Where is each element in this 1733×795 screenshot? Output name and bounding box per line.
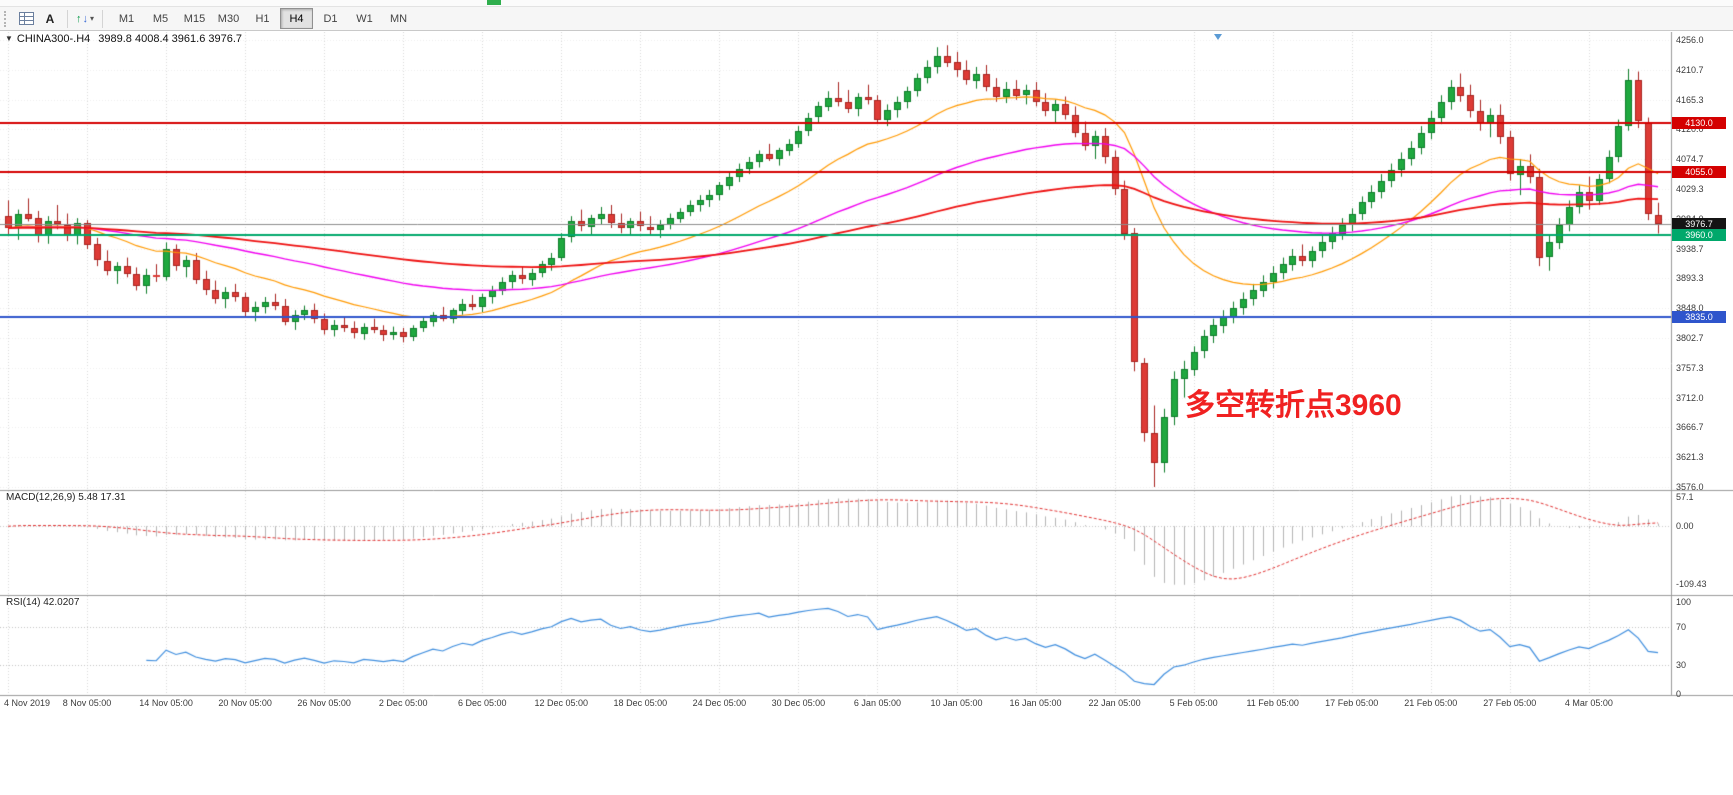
price-tag-3835.0: 3835.0 xyxy=(1672,311,1726,323)
price-axis-label: 3802.7 xyxy=(1676,333,1704,343)
price-axis-label: 4074.7 xyxy=(1676,154,1704,164)
price-axis-label: 3621.3 xyxy=(1676,452,1704,462)
chart-annotation-text[interactable]: 多空转折点3960 xyxy=(1185,389,1402,422)
toolbar-separator xyxy=(102,9,103,28)
text-tool-button[interactable]: A xyxy=(45,11,55,26)
timeframe-button-h1[interactable]: H1 xyxy=(255,12,270,25)
arrow-tools-button[interactable]: ↑ ↓ ▾ xyxy=(73,9,97,29)
timeframe-buttons: M1 M5 M15 M30 H1 H4 D1 W1 MN xyxy=(110,8,415,29)
time-axis-label: 26 Nov 05:00 xyxy=(297,698,351,708)
price-axis-label: 4165.3 xyxy=(1676,95,1704,105)
symbol-marker-icon[interactable]: ▼ xyxy=(5,34,13,43)
rsi-axis-label: 70 xyxy=(1676,622,1687,632)
rsi-header: RSI(14) 42.0207 xyxy=(6,597,80,608)
timeframe-button-m15[interactable]: M15 xyxy=(183,12,206,25)
price-axis-label: 3576.0 xyxy=(1676,482,1704,492)
time-axis-label: 11 Feb 05:00 xyxy=(1246,698,1299,708)
toolbar: A ↑ ↓ ▾ M1 M5 M15 M30 H1 H4 D1 W1 MN xyxy=(0,7,1733,31)
time-axis-label: 10 Jan 05:00 xyxy=(930,698,983,708)
time-axis[interactable]: 4 Nov 2019 8 Nov 05:00 14 Nov 05:00 20 Nov … xyxy=(0,698,1671,712)
time-axis-label: 16 Jan 05:00 xyxy=(1009,698,1062,708)
time-axis-label: 4 Nov 2019 xyxy=(4,698,51,708)
rsi-axis-label: 30 xyxy=(1676,660,1687,670)
price-axis-label: 3757.3 xyxy=(1676,363,1704,373)
time-axis-label: 18 Dec 05:00 xyxy=(613,698,668,708)
price-axis-label: 3938.7 xyxy=(1676,244,1704,254)
macd-axis-label: 57.1 xyxy=(1676,492,1694,502)
toolbar-separator xyxy=(67,9,68,28)
price-tag-3960.0: 3960.0 xyxy=(1672,229,1726,241)
macd-header: MACD(12,26,9) 5.48 17.31 xyxy=(6,492,126,503)
arrow-down-icon: ↓ xyxy=(82,12,88,25)
time-axis-label: 14 Nov 05:00 xyxy=(139,698,193,708)
time-axis-label: 17 Feb 05:00 xyxy=(1325,698,1379,708)
macd-axis-label: -109.43 xyxy=(1676,579,1707,589)
price-axis-label: 3893.3 xyxy=(1676,273,1704,283)
time-axis-label: 27 Feb 05:00 xyxy=(1483,698,1537,708)
chart-header: ▼ CHINA300-.H4 3989.8 4008.4 3961.6 3976.7 xyxy=(5,33,242,45)
timeframe-button-m5[interactable]: M5 xyxy=(152,12,169,25)
top-toolbar-sliver xyxy=(0,0,1733,7)
time-axis-label: 4 Mar 05:00 xyxy=(1564,698,1613,708)
price-axis-label: 4029.3 xyxy=(1676,184,1704,194)
timeframe-button-w1[interactable]: W1 xyxy=(356,12,373,25)
chart-window: ▼ CHINA300-.H4 3989.8 4008.4 3961.6 3976.7… xyxy=(0,32,1733,795)
time-axis-label: 6 Jan 05:00 xyxy=(853,698,901,708)
rsi-axis-label: 100 xyxy=(1676,597,1692,607)
price-tag-3976.7: 3976.7 xyxy=(1672,218,1726,230)
price-axis-label: 3666.7 xyxy=(1676,422,1704,432)
time-axis-label: 22 Jan 05:00 xyxy=(1088,698,1141,708)
price-axis-label: 3712.0 xyxy=(1676,393,1704,403)
toolbar-drag-handle[interactable] xyxy=(4,10,10,27)
price-tag-4055.0: 4055.0 xyxy=(1672,166,1726,178)
timeframe-button-m1[interactable]: M1 xyxy=(118,12,135,25)
time-axis-label: 12 Dec 05:00 xyxy=(534,698,589,708)
chart-canvas[interactable] xyxy=(0,32,1733,795)
price-tag-4130.0: 4130.0 xyxy=(1672,117,1726,129)
chart-list-button[interactable] xyxy=(14,9,38,29)
arrow-up-icon: ↑ xyxy=(75,12,82,25)
price-axis-label: 4210.7 xyxy=(1676,65,1704,75)
time-axis-label: 24 Dec 05:00 xyxy=(692,698,747,708)
timeframe-button-h4[interactable]: H4 xyxy=(280,8,313,29)
time-axis-label: 21 Feb 05:00 xyxy=(1404,698,1458,708)
time-axis-label: 2 Dec 05:00 xyxy=(378,698,428,708)
chart-grid-icon xyxy=(18,12,34,25)
rsi-axis-label: 0 xyxy=(1676,689,1682,699)
time-axis-label: 6 Dec 05:00 xyxy=(457,698,507,708)
timeframe-button-m30[interactable]: M30 xyxy=(217,12,240,25)
toolbar-partial-icon xyxy=(487,0,501,5)
chart-shift-marker[interactable] xyxy=(1214,34,1222,40)
ohlc-values: 3989.8 4008.4 3961.6 3976.7 xyxy=(98,33,243,45)
timeframe-button-d1[interactable]: D1 xyxy=(323,12,338,25)
price-axis-label: 4120.0 xyxy=(1676,124,1704,134)
price-axis-label: 3848.0 xyxy=(1676,303,1704,313)
price-axis-label: 4256.0 xyxy=(1676,35,1704,45)
symbol-period-label: CHINA300-.H4 xyxy=(16,33,91,45)
time-axis-label: 5 Feb 05:00 xyxy=(1169,698,1218,708)
time-axis-label: 8 Nov 05:00 xyxy=(62,698,112,708)
macd-axis-label: 0.00 xyxy=(1676,521,1694,531)
timeframe-button-mn[interactable]: MN xyxy=(389,12,408,25)
time-axis-label: 20 Nov 05:00 xyxy=(218,698,272,708)
dropdown-caret-icon: ▾ xyxy=(89,14,94,23)
time-axis-label: 30 Dec 05:00 xyxy=(771,698,826,708)
